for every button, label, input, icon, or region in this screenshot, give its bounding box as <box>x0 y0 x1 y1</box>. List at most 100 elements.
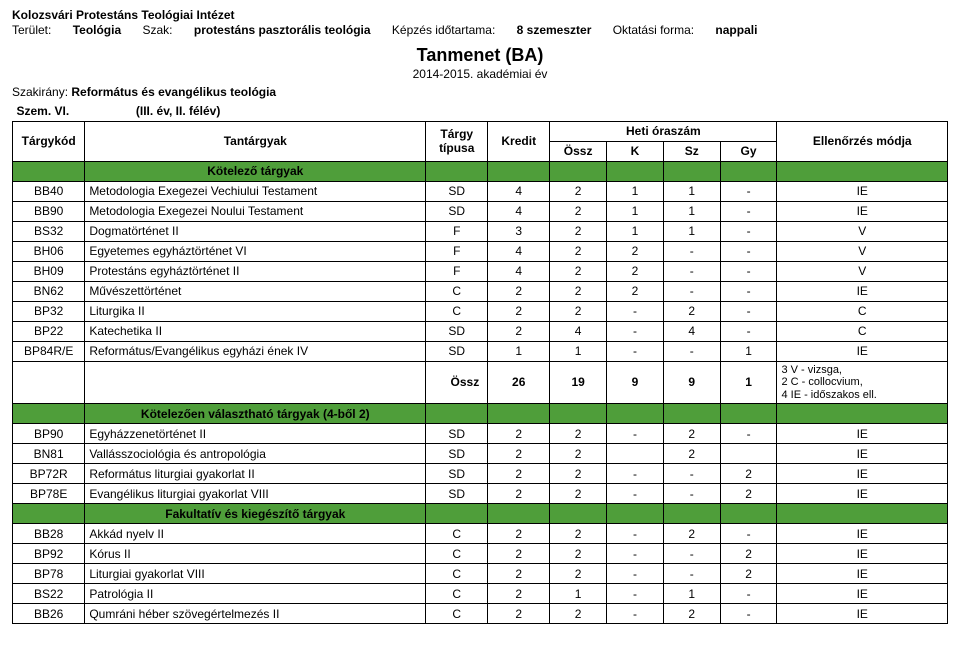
cell-ossz: 2 <box>550 241 607 261</box>
cell-check: IE <box>777 544 948 564</box>
area-label: Terület: <box>12 23 51 37</box>
cell-code: BP92 <box>13 544 85 564</box>
cell-sz: - <box>663 464 720 484</box>
cell-name: Művészettörténet <box>85 281 426 301</box>
cell-gy: - <box>720 181 777 201</box>
cell-gy: - <box>720 221 777 241</box>
cell-type: C <box>426 281 488 301</box>
cell-code: BH09 <box>13 261 85 281</box>
cell-name: Metodologia Exegezei Vechiului Testament <box>85 181 426 201</box>
cell-sz: - <box>663 281 720 301</box>
cell-code: BS22 <box>13 584 85 604</box>
cell-check: IE <box>777 604 948 624</box>
sum-ossz: 19 <box>550 361 607 404</box>
cell-check: IE <box>777 424 948 444</box>
cell-credit: 4 <box>488 181 550 201</box>
table-row: BH06Egyetemes egyháztörténet VIF422--V <box>13 241 948 261</box>
specialization-line: Szakirány: Református és evangélikus teo… <box>12 85 948 99</box>
cell-type: F <box>426 241 488 261</box>
cell-check: IE <box>777 524 948 544</box>
cell-ossz: 2 <box>550 464 607 484</box>
cell-sz: 1 <box>663 221 720 241</box>
cell-type: F <box>426 221 488 241</box>
form-label: Oktatási forma: <box>613 23 694 37</box>
cell-check: V <box>777 241 948 261</box>
cell-type: SD <box>426 424 488 444</box>
sum-note: 3 V - vizsga,2 C - collocvium,4 IE - idő… <box>777 361 948 404</box>
sum-gy: 1 <box>720 361 777 404</box>
cell-ossz: 2 <box>550 544 607 564</box>
cell-name: Akkád nyelv II <box>85 524 426 544</box>
cell-ossz: 2 <box>550 221 607 241</box>
th-weekly: Heti óraszám <box>550 121 777 141</box>
cell-name: Patrológia II <box>85 584 426 604</box>
table-row: BB90Metodologia Exegezei Noului Testamen… <box>13 201 948 221</box>
cell-code: BP84R/E <box>13 341 85 361</box>
cell-sz: - <box>663 241 720 261</box>
cell-ossz: 1 <box>550 341 607 361</box>
cell-name: Református liturgiai gyakorlat II <box>85 464 426 484</box>
cell-check: C <box>777 301 948 321</box>
cell-k <box>607 444 664 464</box>
cell-credit: 2 <box>488 564 550 584</box>
cell-sz: 2 <box>663 301 720 321</box>
cell-k: 2 <box>607 281 664 301</box>
cell-gy: 1 <box>720 341 777 361</box>
table-row: BB28Akkád nyelv IIC22-2-IE <box>13 524 948 544</box>
table-row: BP90Egyházzenetörténet IISD22-2-IE <box>13 424 948 444</box>
cell-type: C <box>426 584 488 604</box>
cell-k: - <box>607 424 664 444</box>
cell-k: 1 <box>607 221 664 241</box>
cell-check: IE <box>777 181 948 201</box>
cell-check: IE <box>777 464 948 484</box>
cell-name: Protestáns egyháztörténet II <box>85 261 426 281</box>
cell-check: IE <box>777 281 948 301</box>
section-header: Kötelezően választható tárgyak (4-ből 2) <box>13 404 948 424</box>
cell-credit: 4 <box>488 241 550 261</box>
cell-k: 1 <box>607 201 664 221</box>
cell-sz: - <box>663 564 720 584</box>
cell-sz: - <box>663 261 720 281</box>
cell-gy: 2 <box>720 484 777 504</box>
cell-ossz: 2 <box>550 424 607 444</box>
thead-row-1: Tárgykód Tantárgyak Tárgy típusa Kredit … <box>13 121 948 141</box>
cell-gy: - <box>720 584 777 604</box>
cell-type: SD <box>426 181 488 201</box>
table-row: BP78Liturgiai gyakorlat VIIIC22--2IE <box>13 564 948 584</box>
cell-sz: 2 <box>663 424 720 444</box>
cell-type: SD <box>426 341 488 361</box>
table-row: BS22Patrológia IIC21-1-IE <box>13 584 948 604</box>
cell-gy: - <box>720 201 777 221</box>
table-row: BN81Vallásszociológia és antropológiaSD2… <box>13 444 948 464</box>
table-row: BB26Qumráni héber szövegértelmezés IIC22… <box>13 604 948 624</box>
cell-k: 2 <box>607 261 664 281</box>
cell-sz: - <box>663 544 720 564</box>
cell-ossz: 2 <box>550 261 607 281</box>
cell-name: Katechetika II <box>85 321 426 341</box>
table-row: BP22Katechetika IISD24-4-C <box>13 321 948 341</box>
sum-label: Össz <box>426 361 488 404</box>
cell-sz: 2 <box>663 604 720 624</box>
table-row: BP84R/EReformátus/Evangélikus egyházi én… <box>13 341 948 361</box>
cell-name: Metodologia Exegezei Noului Testament <box>85 201 426 221</box>
cell-gy: - <box>720 524 777 544</box>
cell-code: BN81 <box>13 444 85 464</box>
th-gy: Gy <box>720 141 777 161</box>
cell-sz: - <box>663 484 720 504</box>
th-code: Tárgykód <box>13 121 85 161</box>
cell-k: 2 <box>607 241 664 261</box>
cell-credit: 4 <box>488 201 550 221</box>
cell-credit: 2 <box>488 604 550 624</box>
cell-check: IE <box>777 484 948 504</box>
cell-type: C <box>426 301 488 321</box>
title-block: Tanmenet (BA) 2014-2015. akadémiai év <box>12 45 948 81</box>
cell-code: BP90 <box>13 424 85 444</box>
cell-gy: 2 <box>720 564 777 584</box>
cell-credit: 2 <box>488 484 550 504</box>
cell-sz: 1 <box>663 201 720 221</box>
th-sz: Sz <box>663 141 720 161</box>
cell-sz: - <box>663 341 720 361</box>
title-sub: 2014-2015. akadémiai év <box>12 67 948 81</box>
section-header: Kötelező tárgyak <box>13 161 948 181</box>
cell-code: BP22 <box>13 321 85 341</box>
